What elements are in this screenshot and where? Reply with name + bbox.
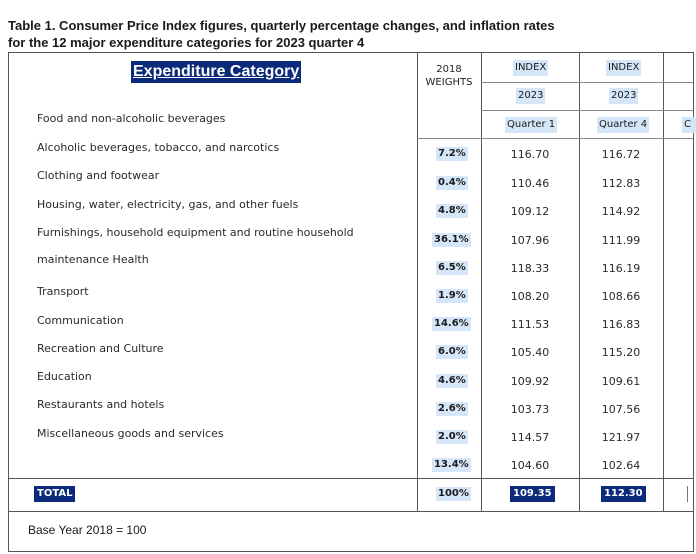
total-q4: 112.30	[601, 486, 646, 502]
q1-value: 103.73	[510, 403, 550, 416]
table-title-line2: for the 12 major expenditure categories …	[8, 35, 365, 50]
q4-value: 121.97	[601, 431, 641, 444]
weight-cell: 6.0%	[436, 345, 468, 359]
q4-value: 107.56	[601, 403, 641, 416]
col-divider-1	[417, 52, 418, 512]
q4-value: 116.72	[601, 148, 641, 161]
q4-value: 102.64	[601, 459, 641, 472]
base-year-note: Base Year 2018 = 100	[28, 523, 147, 537]
category-label: maintenance Health	[37, 253, 149, 266]
table-top-border	[8, 52, 693, 53]
category-label: Furnishings, household equipment and rou…	[37, 226, 354, 239]
category-label: Miscellaneous goods and services	[37, 427, 224, 440]
expenditure-category-header: Expenditure Category	[131, 61, 302, 83]
q1-value: 105.40	[510, 346, 550, 359]
total-label: TOTAL	[34, 486, 76, 502]
quarter4-header: Quarter 4	[597, 117, 650, 133]
weight-cell: 14.6%	[432, 317, 471, 331]
q4-value: 112.83	[601, 177, 641, 190]
total-bottom-border	[8, 511, 693, 512]
index-header-q1: INDEX	[513, 60, 549, 76]
col-divider-4	[663, 52, 664, 512]
total-weight: 100%	[436, 487, 471, 501]
q4-value: 116.19	[601, 262, 641, 275]
q1-value: 108.20	[510, 290, 550, 303]
weight-cell: 6.5%	[436, 261, 468, 275]
weight-cell: 2.6%	[436, 402, 468, 416]
total-top-border	[8, 478, 693, 479]
q1-value: 118.33	[510, 262, 550, 275]
q4-value: 114.92	[601, 205, 641, 218]
category-label: Housing, water, electricity, gas, and ot…	[37, 198, 299, 211]
weights-header: 2018 WEIGHTS	[425, 64, 473, 88]
q1-value: 107.96	[510, 234, 550, 247]
col-divider-3	[579, 52, 580, 512]
q1-value: 111.53	[510, 318, 550, 331]
weight-cell: 4.6%	[436, 374, 468, 388]
total-q1: 109.35	[510, 486, 555, 502]
q1-value: 104.60	[510, 459, 550, 472]
category-label: Restaurants and hotels	[37, 398, 165, 411]
category-label: Clothing and footwear	[37, 169, 160, 182]
weight-cell: 4.8%	[436, 204, 468, 218]
q1-value: 109.12	[510, 205, 550, 218]
q1-value: 116.70	[510, 148, 550, 161]
q4-value: 111.99	[601, 234, 641, 247]
header-row-line-2	[481, 110, 693, 111]
category-label: Food and non-alcoholic beverages	[37, 112, 226, 125]
category-label: Communication	[37, 314, 124, 327]
q1-value: 114.57	[510, 431, 550, 444]
quarter1-header: Quarter 1	[505, 117, 558, 133]
category-label: Education	[37, 370, 92, 383]
year-header-q4: 2023	[609, 88, 639, 104]
category-label: Recreation and Culture	[37, 342, 164, 355]
q4-value: 109.61	[601, 375, 641, 388]
q4-value: 115.20	[601, 346, 641, 359]
header-row-line-3	[417, 138, 693, 139]
weight-cell: 36.1%	[432, 233, 471, 247]
table-bottom-border	[8, 551, 693, 552]
weight-cell: 13.4%	[432, 458, 471, 472]
weight-cell: 7.2%	[436, 147, 468, 161]
cut-cell-marker	[687, 486, 688, 502]
header-row-line-1	[481, 82, 693, 83]
q4-value: 116.83	[601, 318, 641, 331]
category-label: Alcoholic beverages, tobacco, and narcot…	[37, 141, 280, 154]
cut-column-header: C	[682, 117, 696, 133]
weight-cell: 1.9%	[436, 289, 468, 303]
table-title-line1: Table 1. Consumer Price Index figures, q…	[8, 18, 555, 33]
table-left-border	[8, 52, 9, 552]
weight-cell: 2.0%	[436, 430, 468, 444]
year-header-q1: 2023	[516, 88, 546, 104]
index-header-q4: INDEX	[606, 60, 642, 76]
col-divider-2	[481, 52, 482, 512]
category-label: Transport	[37, 285, 89, 298]
weight-cell: 0.4%	[436, 176, 468, 190]
q4-value: 108.66	[601, 290, 641, 303]
q1-value: 110.46	[510, 177, 550, 190]
table-right-border	[693, 52, 694, 552]
q1-value: 109.92	[510, 375, 550, 388]
